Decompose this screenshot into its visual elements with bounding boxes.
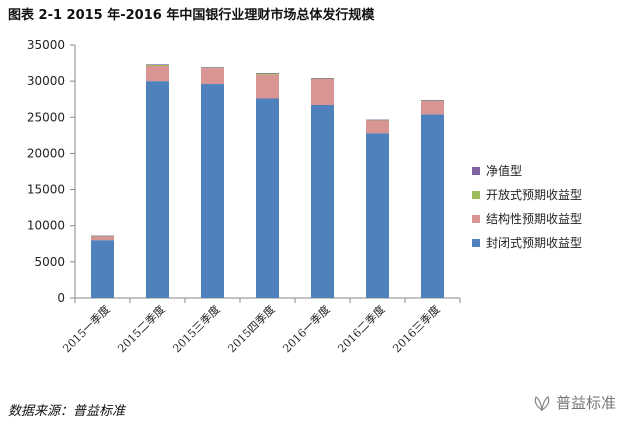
bar-segment [91,235,114,237]
bar-segment [256,73,279,75]
x-tick-label: 2015四季度 [225,302,278,355]
legend-label: 净值型 [486,163,522,178]
legend-swatch [472,239,480,247]
bar-segment [366,119,389,121]
bar-segment [256,74,279,99]
watermark-text: 普益标准 [556,394,617,412]
x-tick-label: 2015三季度 [170,302,223,355]
bar-segment [366,120,389,134]
bar-segment [366,133,389,298]
y-tick-label: 25000 [27,110,65,124]
bar-segment [146,65,169,82]
bar-segment [421,100,444,115]
y-tick-label: 5000 [34,255,65,269]
chart-title: 图表 2-1 2015 年-2016 年中国银行业理财市场总体发行规模 [8,8,375,23]
bar-segment [146,64,169,65]
bar-segment [146,64,169,66]
y-tick-label: 35000 [27,38,65,52]
bars [91,64,444,299]
bar-segment [201,67,224,68]
legend-swatch [472,167,480,175]
bar-segment [256,98,279,299]
bar-segment [311,78,334,105]
x-tick-label: 2016三季度 [390,302,443,355]
y-tick-label: 0 [57,291,65,305]
legend-swatch [472,191,480,199]
bar-segment [201,84,224,298]
legend-label: 结构性预期收益型 [486,211,582,226]
bar-segment [91,236,114,241]
bar-segment [311,104,334,298]
legend-swatch [472,215,480,223]
x-tick-label: 2016二季度 [335,302,388,355]
y-tick-label: 30000 [27,74,65,88]
y-tick-label: 15000 [27,183,65,197]
watermark: 普益标准 [532,392,616,413]
x-axis: 2015一季度 2015二季度 2015三季度 2015四季度 2016一季度 2016二… [60,297,461,355]
y-axis: 0 5000 10000 15000 20000 25000 30000 35000 [27,38,76,305]
bar-segment [421,100,444,101]
x-tick-label: 2016一季度 [280,302,333,355]
bar-segment [201,68,224,85]
bar-segment [256,72,279,74]
bar-segment [421,114,444,298]
source-note: 数据来源：普益标准 [8,404,126,419]
bar-segment [91,240,114,298]
legend-label: 开放式预期收益型 [486,187,582,202]
y-tick-label: 10000 [27,219,65,233]
x-tick-label: 2015一季度 [60,302,113,355]
leaf-logo-icon [534,395,550,411]
bar-segment [146,81,169,299]
x-tick-label: 2015二季度 [115,302,168,355]
bar-segment [311,78,334,79]
y-tick-label: 20000 [27,146,65,160]
legend-label: 封闭式预期收益型 [486,236,582,250]
